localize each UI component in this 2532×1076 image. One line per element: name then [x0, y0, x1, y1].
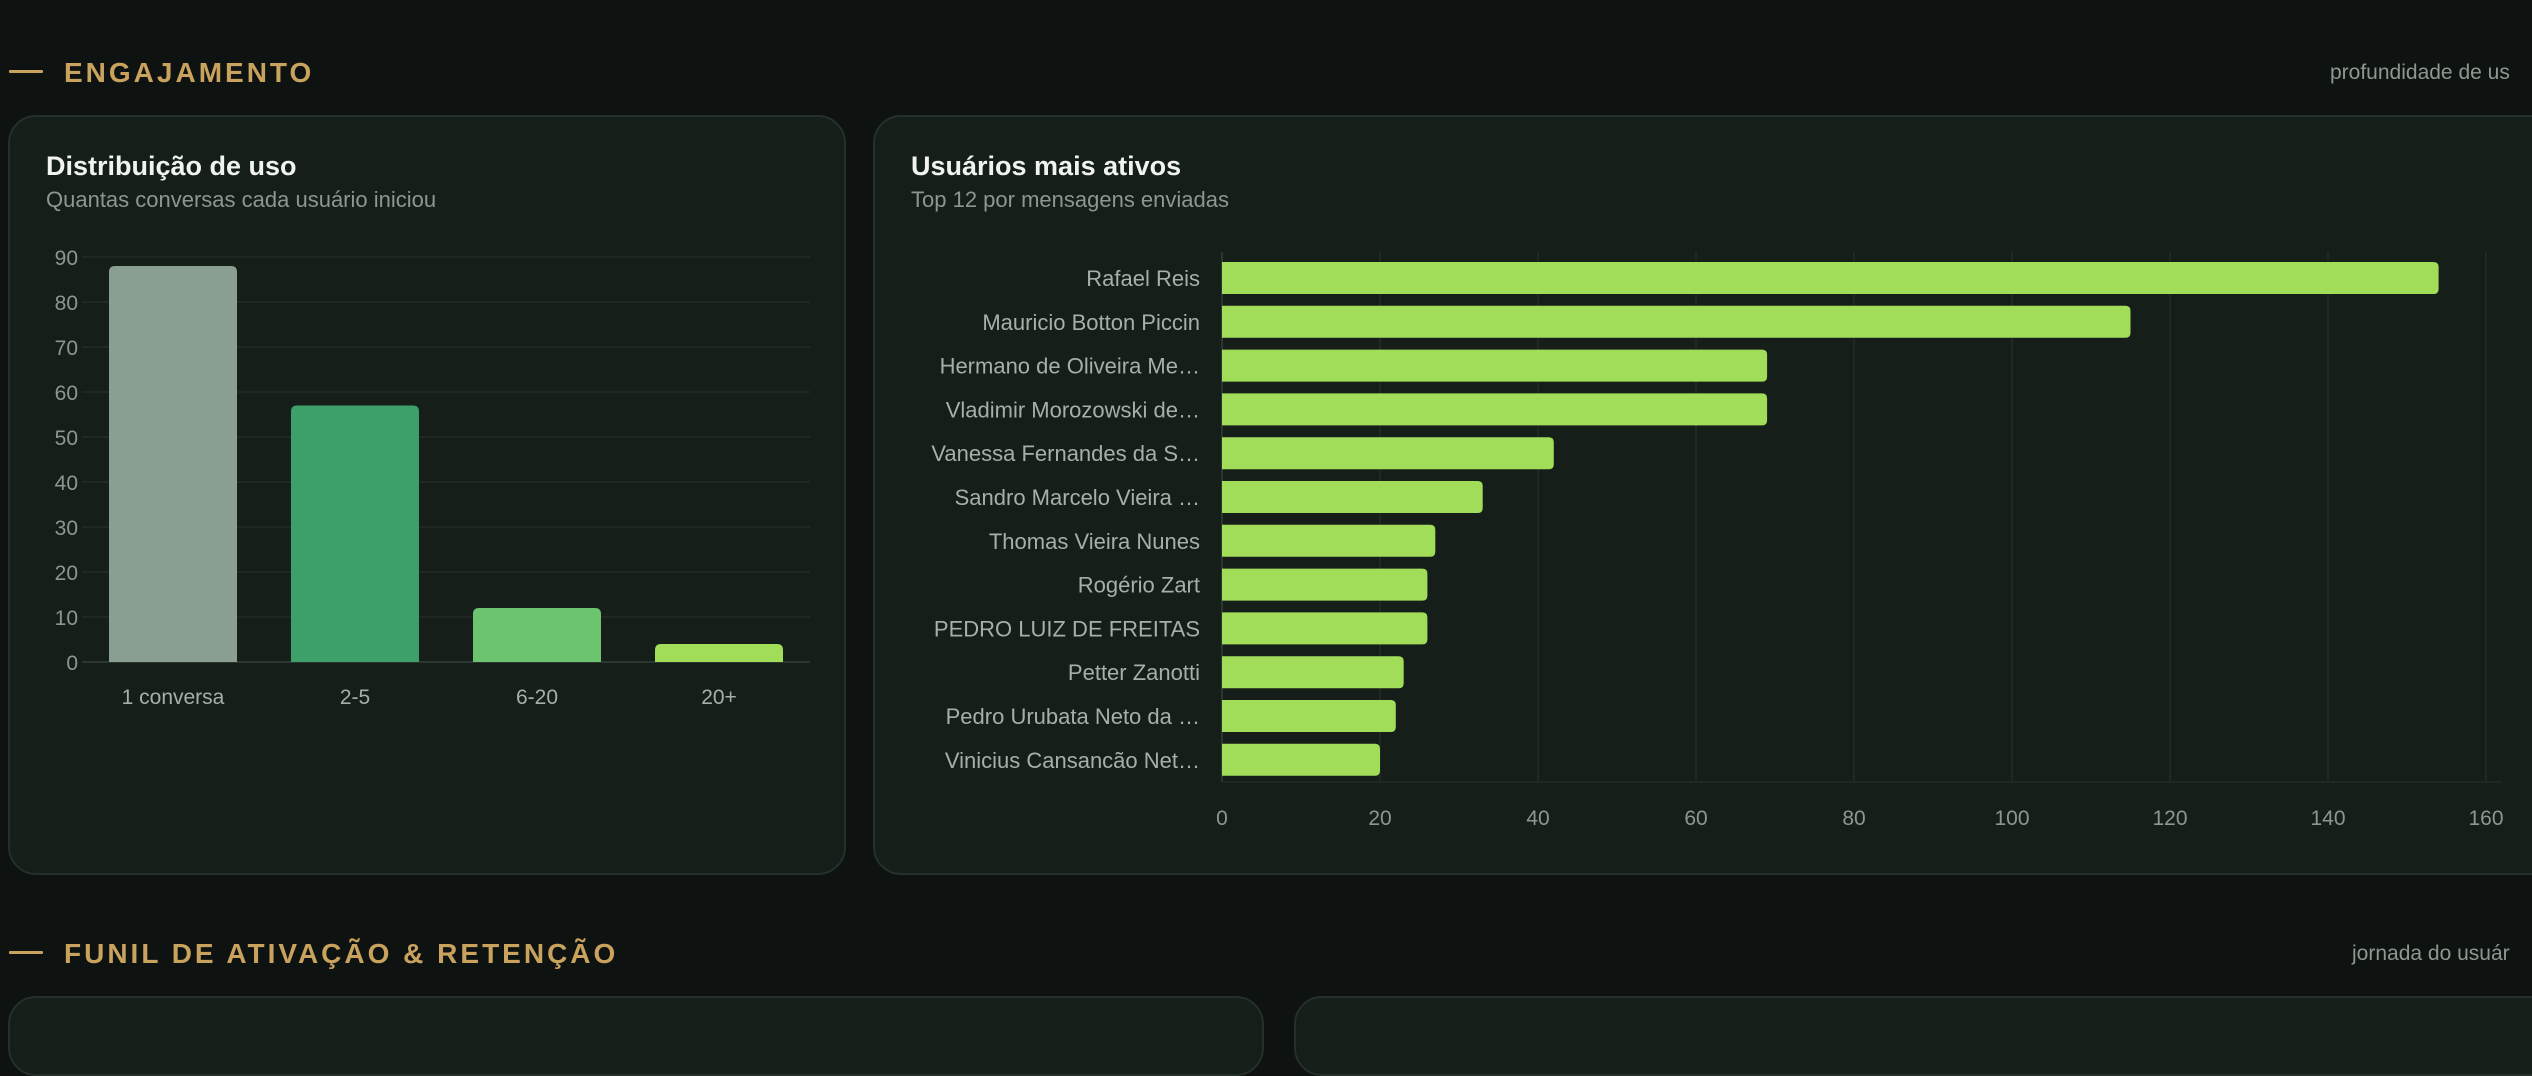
- retention-card: [1294, 996, 2532, 1076]
- y-category-label: Vanessa Fernandes da S…: [931, 441, 1200, 466]
- x-tick-label: 80: [1842, 807, 1865, 830]
- x-tick-label: 160: [2468, 807, 2503, 830]
- y-category-label: Mauricio Botton Piccin: [982, 310, 1200, 335]
- y-category-label: Rafael Reis: [1086, 266, 1200, 291]
- x-tick-label: 100: [1994, 807, 2029, 830]
- y-tick-label: 10: [55, 607, 78, 630]
- top-users-bar-chart: 0 20 40 60 80 100 120 140 160 Rafael Reis Mauricio…: [931, 252, 2504, 830]
- section-title: ENGAJAMENTO: [64, 57, 315, 88]
- y-tick-label: 30: [55, 517, 78, 540]
- y-tick-label: 0: [66, 652, 78, 675]
- y-category-label: Sandro Marcelo Vieira …: [955, 485, 1200, 510]
- y-category-label: Petter Zanotti: [1068, 660, 1200, 685]
- x-tick-label: 6-20: [516, 686, 558, 709]
- y-tick-label: 90: [55, 247, 78, 270]
- distribution-card: Distribuição de uso Quantas conversas ca…: [8, 115, 846, 875]
- bar: [1222, 349, 1768, 382]
- y-tick-label: 60: [55, 382, 78, 405]
- y-category-label: Pedro Urubata Neto da …: [946, 704, 1200, 729]
- bar: [1222, 437, 1554, 470]
- y-category-label: Rogério Zart: [1078, 573, 1200, 598]
- bar: [291, 405, 419, 662]
- bar: [1222, 262, 2439, 294]
- y-category-label: PEDRO LUIZ DE FREITAS: [934, 616, 1200, 641]
- y-tick-label: 50: [55, 427, 78, 450]
- y-tick-label: 80: [55, 292, 78, 315]
- card-subtitle: Quantas conversas cada usuário iniciou: [46, 187, 437, 212]
- y-category-label: Vladimir Morozowski de…: [946, 397, 1200, 422]
- bar: [1222, 743, 1380, 776]
- bar: [1222, 393, 1768, 426]
- top-users-card: Usuários mais ativos Top 12 por mensagen…: [873, 115, 2532, 875]
- y-category-label: Hermano de Oliveira Me…: [940, 354, 1200, 379]
- section-accent-line: [9, 951, 43, 954]
- bar: [1222, 700, 1396, 732]
- y-category-label: Thomas Vieira Nunes: [989, 529, 1200, 554]
- funnel-card: [8, 996, 1264, 1076]
- card-subtitle: Top 12 por mensagens enviadas: [911, 187, 1229, 212]
- x-tick-label: 20+: [701, 686, 737, 709]
- section-header-funil: FUNIL DE ATIVAÇÃO & RETENÇÃO jornada do …: [0, 932, 2532, 972]
- bar: [109, 266, 237, 662]
- x-tick-label: 40: [1526, 807, 1549, 830]
- y-category-label: Vinicius Cansancão Net…: [945, 748, 1200, 773]
- card-title: Usuários mais ativos: [911, 151, 1182, 181]
- x-tick-label: 120: [2152, 807, 2187, 830]
- bar: [1222, 612, 1428, 645]
- bar: [1222, 568, 1428, 601]
- y-tick-label: 20: [55, 562, 78, 585]
- x-tick-label: 1 conversa: [122, 686, 225, 709]
- x-tick-label: 140: [2310, 807, 2345, 830]
- bar: [1222, 481, 1483, 513]
- x-tick-label: 60: [1684, 807, 1707, 830]
- y-tick-label: 40: [55, 472, 78, 495]
- x-tick-label: 0: [1216, 807, 1228, 830]
- x-tick-label: 2-5: [340, 686, 370, 709]
- bar: [1222, 305, 2131, 338]
- distribution-bar-chart: 0 10 20 30 40 50 60 70 80 90 1 conversa 2-5 6-20 20+: [55, 247, 810, 709]
- section-header-engajamento: ENGAJAMENTO profundidade de us: [0, 51, 2532, 91]
- section-hint: jornada do usuár: [2352, 942, 2510, 965]
- card-title: Distribuição de uso: [46, 151, 297, 181]
- x-tick-label: 20: [1368, 807, 1391, 830]
- section-accent-line: [9, 70, 43, 73]
- section-hint: profundidade de us: [2330, 61, 2510, 84]
- bar: [1222, 656, 1404, 689]
- bar: [1222, 524, 1436, 557]
- bar: [473, 608, 601, 662]
- y-tick-label: 70: [55, 337, 78, 360]
- section-title: FUNIL DE ATIVAÇÃO & RETENÇÃO: [64, 938, 619, 969]
- bar: [655, 644, 783, 662]
